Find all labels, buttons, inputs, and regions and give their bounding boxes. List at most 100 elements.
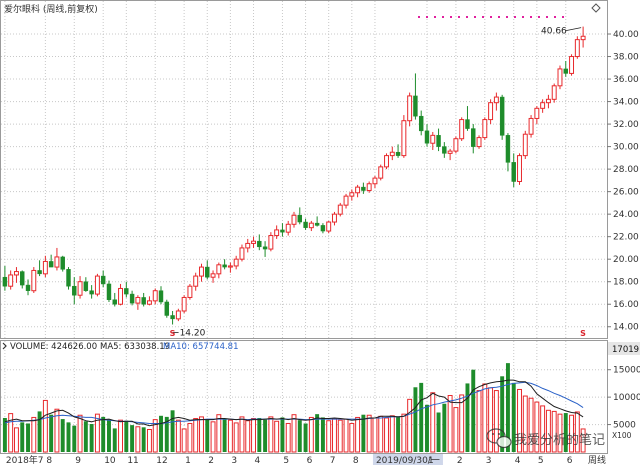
volume-bar — [118, 419, 124, 453]
candle — [205, 260, 210, 280]
volume-axis-unit: X100 — [612, 431, 632, 440]
candle — [251, 236, 256, 248]
candle — [337, 202, 343, 217]
low-label: 14.20 — [180, 328, 206, 338]
candles — [2, 26, 586, 325]
volume-bar — [89, 424, 94, 452]
candle-body — [291, 214, 297, 225]
volume-bar — [60, 419, 65, 452]
candle — [25, 279, 31, 296]
candle-body — [112, 299, 117, 305]
candle — [112, 292, 117, 307]
candle — [372, 175, 378, 189]
price-tick-label: 18.00 — [613, 278, 639, 288]
volume-bar — [49, 414, 54, 452]
candle — [569, 54, 575, 76]
candle-body — [574, 39, 580, 58]
candle-body — [372, 177, 378, 185]
volume-bar — [42, 399, 48, 453]
x-tick-label: 10 — [104, 456, 116, 465]
candle-body — [251, 240, 256, 244]
volume-bar — [181, 428, 187, 453]
candle — [181, 295, 187, 314]
volume-bar — [274, 420, 280, 453]
candle-body — [308, 222, 314, 229]
candle-body — [20, 271, 25, 286]
candle-body — [430, 134, 436, 144]
candle-body — [257, 240, 262, 248]
candle — [175, 308, 181, 322]
volume-bar — [471, 369, 476, 452]
candle — [37, 260, 42, 277]
candle-body — [442, 146, 447, 154]
candle-body — [436, 135, 441, 147]
volume-bar — [476, 390, 482, 453]
candle — [453, 136, 459, 154]
chevron-icon[interactable] — [2, 342, 7, 350]
candle-body — [54, 256, 60, 268]
volume-bar — [26, 423, 30, 452]
volume-bar — [199, 416, 204, 453]
x-tick-label: 2019/09/30/一 — [376, 456, 440, 465]
volume-bar — [320, 417, 325, 452]
candle — [528, 115, 534, 138]
candle-body — [401, 120, 407, 157]
candle-body — [42, 260, 48, 275]
diamond-icon[interactable] — [591, 3, 601, 13]
x-tick-label: 3 — [486, 456, 492, 465]
candle-body — [493, 96, 499, 104]
x-tick-label: 8 — [46, 456, 52, 465]
volume-bar — [94, 413, 100, 453]
volume-bar — [419, 382, 424, 452]
volume-bar — [146, 429, 152, 453]
volume-bar — [66, 422, 71, 452]
volume-bar — [396, 416, 401, 452]
volume-bar — [193, 418, 199, 453]
volume-bar — [505, 363, 510, 452]
candle — [285, 220, 291, 236]
candle-body — [488, 102, 494, 121]
candle-body — [274, 229, 280, 237]
candle — [239, 244, 245, 262]
volume-bar — [159, 415, 163, 452]
candle — [332, 211, 337, 226]
candle-body — [37, 270, 42, 275]
candle-body — [146, 300, 152, 305]
volume-bar — [337, 419, 343, 453]
s-marker: S — [170, 329, 176, 338]
volume-bar — [315, 414, 320, 452]
candle-body — [545, 98, 551, 104]
volume-bar — [101, 416, 106, 452]
candle-body — [2, 276, 8, 287]
candle — [545, 94, 551, 109]
candle-body — [522, 133, 528, 157]
candle — [476, 135, 482, 149]
candle — [361, 182, 366, 194]
candle — [274, 225, 280, 239]
candle — [77, 276, 83, 299]
volume-bar — [54, 408, 60, 453]
candle-body — [499, 96, 505, 136]
wechat-icon — [486, 428, 512, 449]
volume-bar — [170, 410, 175, 452]
volume-bar — [297, 420, 302, 452]
candle-body — [13, 271, 19, 276]
candle-body — [280, 229, 285, 233]
candle — [349, 189, 355, 201]
price-tick-label: 26.00 — [613, 188, 639, 198]
volume-tick-label: 10000 — [613, 393, 640, 403]
price-tick-label: 38.00 — [613, 53, 639, 63]
candle-body — [343, 195, 349, 206]
watermark-text: 我爱分析的笔记 — [514, 432, 605, 448]
volume-bar — [291, 414, 297, 453]
candle-body — [303, 221, 308, 228]
price-axis: 14.00 16.00 18.00 20.00 22.00 24.00 26.00 28.00… — [607, 30, 639, 333]
volume-bar — [349, 422, 355, 453]
candle — [48, 254, 54, 268]
volume-bar — [425, 404, 429, 452]
candle-body — [332, 213, 337, 223]
candle — [563, 61, 568, 77]
candle — [262, 241, 268, 257]
volume-bar — [210, 421, 216, 453]
volume-bar — [580, 428, 586, 453]
